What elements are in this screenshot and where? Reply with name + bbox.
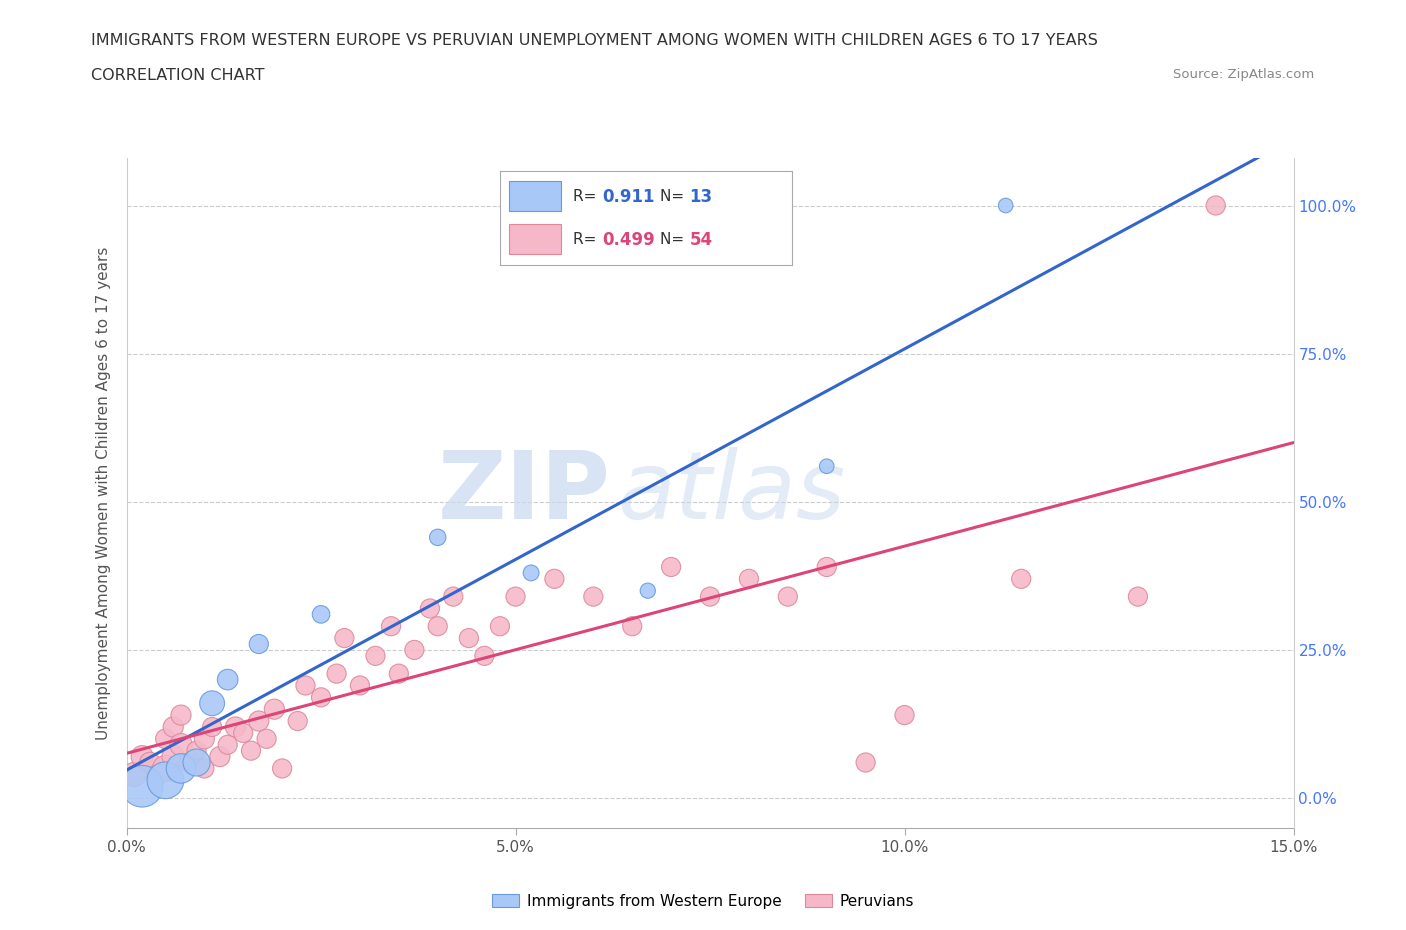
- Text: Source: ZipAtlas.com: Source: ZipAtlas.com: [1174, 68, 1315, 81]
- Point: [815, 560, 838, 575]
- Point: [155, 761, 177, 776]
- Point: [855, 755, 877, 770]
- Text: 0.911: 0.911: [602, 188, 655, 206]
- Point: [364, 648, 387, 663]
- Point: [186, 755, 208, 770]
- Point: [186, 743, 208, 758]
- Point: [582, 590, 605, 604]
- Point: [419, 601, 441, 616]
- Point: [309, 607, 332, 622]
- Point: [256, 731, 278, 746]
- Point: [325, 666, 347, 681]
- Point: [170, 737, 193, 752]
- Point: [155, 773, 177, 788]
- Point: [155, 731, 177, 746]
- Point: [170, 761, 193, 776]
- Text: ZIP: ZIP: [437, 447, 610, 538]
- Point: [247, 636, 270, 651]
- Point: [146, 767, 169, 782]
- Point: [124, 767, 146, 782]
- Point: [1010, 571, 1032, 586]
- Point: [738, 571, 761, 586]
- Point: [139, 755, 162, 770]
- Point: [177, 755, 200, 770]
- Point: [193, 761, 215, 776]
- Point: [776, 590, 799, 604]
- Bar: [509, 224, 561, 254]
- Point: [309, 690, 332, 705]
- Point: [520, 565, 543, 580]
- Point: [474, 648, 496, 663]
- Point: [224, 720, 246, 735]
- Text: R=: R=: [572, 232, 602, 247]
- Point: [287, 713, 309, 728]
- Point: [201, 696, 224, 711]
- Point: [201, 720, 224, 735]
- Text: 13: 13: [689, 188, 713, 206]
- Point: [489, 618, 512, 633]
- Point: [426, 530, 449, 545]
- Point: [263, 702, 285, 717]
- Point: [162, 750, 184, 764]
- Point: [659, 560, 682, 575]
- Point: [162, 720, 184, 735]
- Bar: [509, 180, 561, 211]
- Point: [543, 571, 565, 586]
- Point: [131, 778, 153, 793]
- Point: [217, 672, 239, 687]
- Text: N=: N=: [661, 190, 689, 205]
- Text: IMMIGRANTS FROM WESTERN EUROPE VS PERUVIAN UNEMPLOYMENT AMONG WOMEN WITH CHILDRE: IMMIGRANTS FROM WESTERN EUROPE VS PERUVI…: [91, 33, 1098, 47]
- Text: R=: R=: [572, 190, 602, 205]
- Point: [1205, 198, 1227, 213]
- Point: [247, 713, 270, 728]
- Point: [240, 743, 263, 758]
- Point: [271, 761, 294, 776]
- Point: [1126, 590, 1149, 604]
- Point: [994, 198, 1017, 213]
- Text: atlas: atlas: [617, 447, 845, 538]
- Point: [815, 458, 838, 473]
- Point: [426, 618, 449, 633]
- Point: [441, 590, 464, 604]
- Point: [294, 678, 316, 693]
- Point: [349, 678, 371, 693]
- Text: CORRELATION CHART: CORRELATION CHART: [91, 68, 264, 83]
- Point: [621, 618, 644, 633]
- Y-axis label: Unemployment Among Women with Children Ages 6 to 17 years: Unemployment Among Women with Children A…: [96, 246, 111, 739]
- Text: N=: N=: [661, 232, 689, 247]
- Point: [232, 725, 254, 740]
- Point: [457, 631, 479, 645]
- Point: [637, 583, 659, 598]
- Point: [193, 731, 215, 746]
- Point: [505, 590, 527, 604]
- Point: [893, 708, 915, 723]
- Point: [333, 631, 356, 645]
- Point: [388, 666, 411, 681]
- Text: 0.499: 0.499: [602, 231, 655, 249]
- Point: [208, 750, 231, 764]
- Point: [170, 708, 193, 723]
- Legend: Immigrants from Western Europe, Peruvians: Immigrants from Western Europe, Peruvian…: [485, 887, 921, 915]
- Point: [131, 750, 153, 764]
- Point: [380, 618, 402, 633]
- Point: [217, 737, 239, 752]
- Text: 54: 54: [689, 231, 713, 249]
- Point: [699, 590, 721, 604]
- Point: [404, 643, 426, 658]
